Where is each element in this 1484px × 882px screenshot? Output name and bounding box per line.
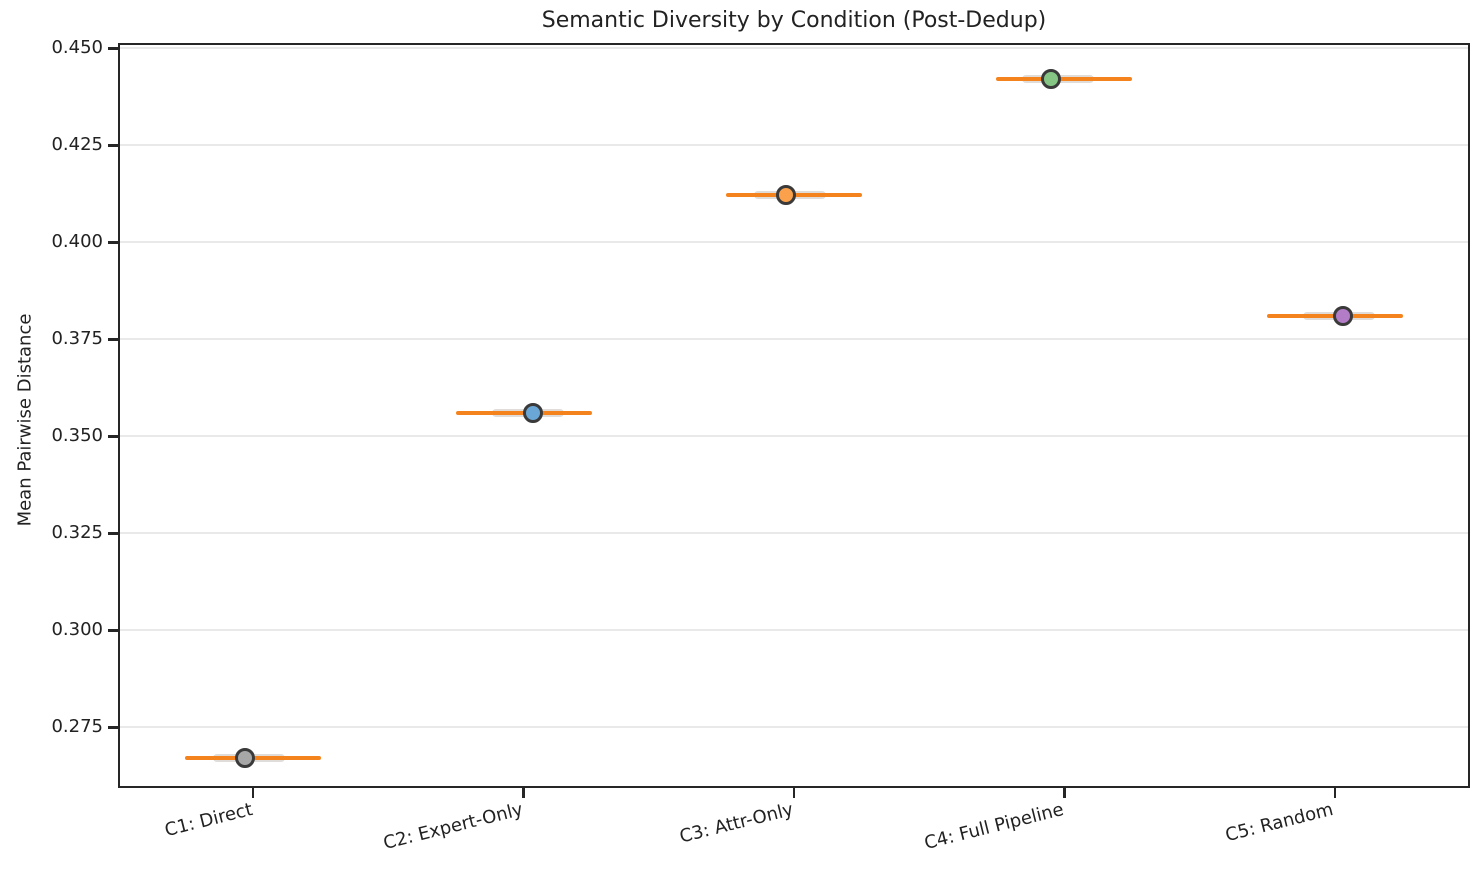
y-tick-mark (108, 726, 118, 729)
x-tick-label-2: C2: Expert-Only (380, 799, 525, 854)
mean-marker-2 (522, 402, 543, 423)
y-tick-label: 0.325 (51, 522, 103, 544)
y-tick-mark (108, 532, 118, 535)
x-tick-label-1: C1: Direct (162, 799, 255, 842)
y-tick-mark (108, 435, 118, 438)
y-gridline (118, 629, 1470, 632)
x-tick-mark (522, 788, 525, 798)
y-gridline (118, 532, 1470, 535)
x-tick-label-4: C4: Full Pipeline (921, 799, 1066, 854)
y-tick-mark (108, 144, 118, 147)
mean-marker-4 (1041, 69, 1062, 90)
x-tick-mark (1333, 788, 1337, 798)
x-tick-mark (1063, 788, 1066, 798)
y-tick-label: 0.375 (51, 328, 103, 350)
y-tick-label: 0.400 (51, 231, 103, 253)
y-gridline (118, 338, 1470, 341)
y-tick-label: 0.450 (51, 37, 103, 59)
y-axis-label: Mean Pairwise Distance (14, 313, 36, 527)
y-gridline (118, 435, 1470, 438)
y-tick-label: 0.300 (51, 619, 103, 641)
y-tick-label: 0.425 (51, 134, 103, 156)
x-tick-mark (251, 788, 255, 798)
x-tick-mark (792, 788, 796, 798)
mean-marker-5 (1332, 305, 1353, 326)
y-tick-mark (108, 241, 118, 244)
y-gridline (118, 47, 1470, 50)
y-gridline (118, 241, 1470, 244)
y-tick-label: 0.275 (51, 716, 103, 738)
y-tick-mark (108, 47, 118, 50)
y-tick-mark (108, 338, 118, 341)
mean-marker-1 (235, 748, 256, 769)
y-tick-mark (108, 629, 118, 632)
x-tick-label-3: C3: Attr-Only (677, 799, 796, 848)
chart-title: Semantic Diversity by Condition (Post-De… (541, 8, 1047, 33)
y-tick-label: 0.350 (51, 425, 103, 447)
plot-spines (118, 43, 1470, 788)
y-gridline (118, 144, 1470, 147)
median-line-4 (996, 77, 1133, 82)
y-gridline (118, 726, 1470, 729)
x-tick-label-5: C5: Random (1223, 799, 1336, 847)
mean-marker-3 (776, 185, 796, 206)
plot-area: 0.275 0.300 0.325 0.350 0.375 0.400 0.425 0.450… (51, 37, 1470, 854)
